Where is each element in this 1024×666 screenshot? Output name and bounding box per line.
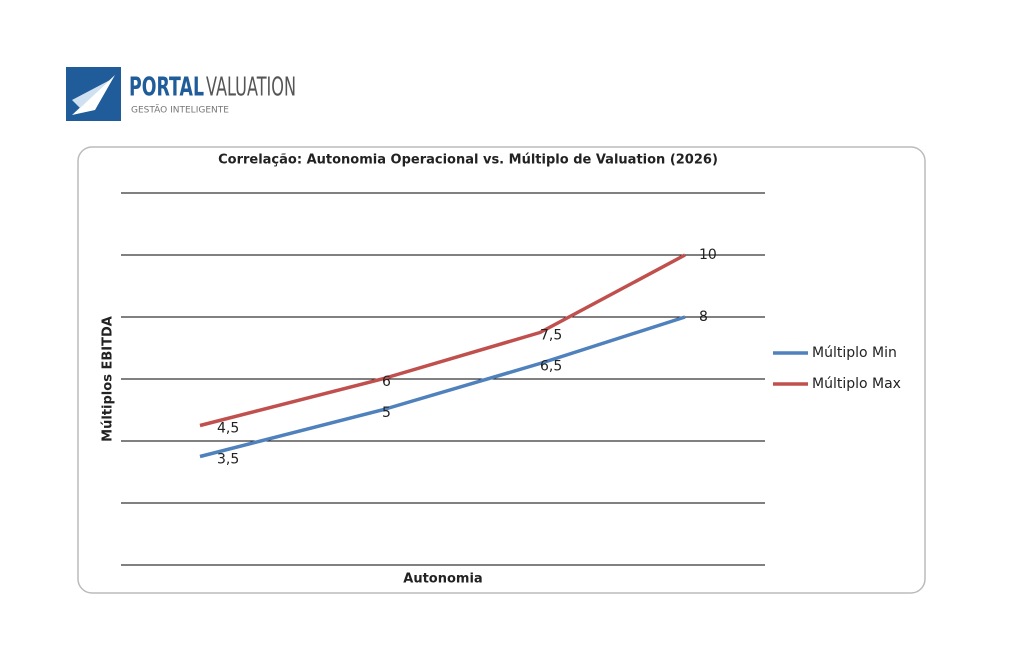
logo-shape (72, 80, 110, 108)
data-label: 4,5 (217, 421, 239, 437)
chart-title: Correlação: Autonomia Operacional vs. Mú… (218, 153, 718, 168)
series-line (199, 315, 686, 459)
chart-frame (77, 146, 926, 594)
data-label: 10 (699, 247, 717, 263)
series-line (199, 253, 686, 428)
data-label: 5 (382, 405, 391, 421)
legend-label: Múltiplo Min (812, 345, 897, 361)
data-label: 6,5 (540, 359, 562, 375)
x-axis-label: Autonomia (403, 572, 482, 587)
data-label: 7,5 (540, 328, 562, 344)
logo: PORTAL VALUATION GESTÃO INTELIGENTE (66, 67, 296, 121)
data-label: 3,5 (217, 452, 239, 468)
data-label: 8 (699, 309, 708, 325)
logo-tagline: GESTÃO INTELIGENTE (131, 105, 229, 116)
legend-label: Múltiplo Max (812, 376, 901, 392)
data-label: 6 (382, 374, 391, 390)
y-axis-label: Múltiplos EBITDA (101, 316, 116, 442)
logo-brand: VALUATION (206, 73, 296, 103)
logo-brand: PORTAL (129, 73, 204, 103)
